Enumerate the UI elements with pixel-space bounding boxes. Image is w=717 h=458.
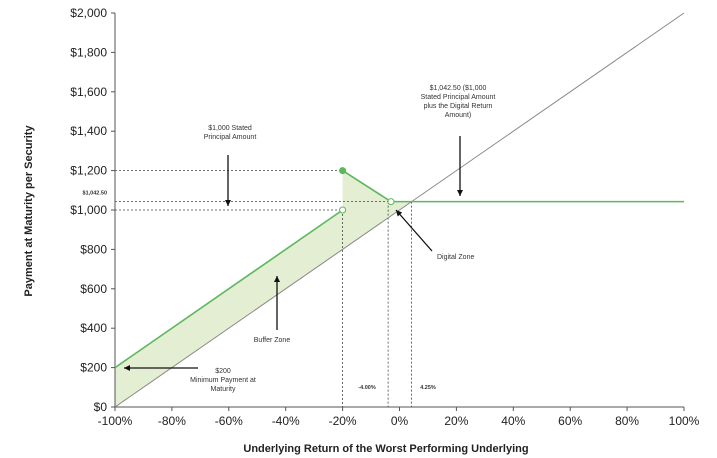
closed-point-marker	[339, 167, 347, 175]
minimum-payment-text: Minimum Payment at	[190, 377, 256, 384]
digital-amount-text: Amount)	[445, 112, 471, 119]
y-axis-title: Payment at Maturity per Security	[23, 125, 35, 297]
minimum-payment-text: Maturity	[211, 386, 236, 393]
guides-layer	[115, 170, 412, 407]
series-line-3	[342, 169, 684, 203]
series-line-1	[114, 12, 685, 408]
x-axis-title: Underlying Return of the Worst Performin…	[243, 443, 528, 455]
digital-zone-area	[342, 170, 412, 250]
y-tick-label: $1,600	[70, 85, 107, 99]
x-tick-label: 20%	[444, 414, 468, 428]
x-tick-label: -40%	[272, 414, 300, 428]
x-tick-label: 60%	[558, 414, 582, 428]
zones-layer	[115, 170, 412, 407]
y-tick-label: $1,200	[70, 164, 107, 178]
digital-amount-text: Stated Principal Amount	[421, 94, 496, 101]
minimum-payment-text: $200	[215, 368, 231, 375]
x-tick-label: 0%	[391, 414, 409, 428]
digital-amount-text: $1,042.50 ($1,000	[430, 85, 487, 92]
x-tick-label: -100%	[98, 414, 133, 428]
pos-threshold-label: 4.25%	[420, 385, 436, 391]
buffer-zone-area	[115, 210, 343, 407]
y-tick-label: $1,400	[70, 124, 107, 138]
digital-zone-arrow-head	[396, 210, 403, 217]
y-tick-label: $200	[80, 361, 107, 375]
open-point-marker	[339, 206, 347, 214]
x-tick-label: 100%	[669, 414, 700, 428]
neg-threshold-label: -4.00%	[358, 385, 376, 391]
buffer-zone-text: Buffer Zone	[254, 337, 291, 344]
y-tick-label: $800	[80, 242, 107, 256]
y-tick-label: $2,000	[70, 6, 107, 20]
series-layer	[114, 12, 685, 408]
digital-zone-arrow-shaft	[395, 209, 433, 252]
x-tick-label: 40%	[501, 414, 525, 428]
digital-level-axis-label: $1,042.50	[83, 191, 107, 197]
y-tick-label: $600	[80, 282, 107, 296]
stated-principal-text: $1,000 Stated	[208, 125, 252, 132]
y-tick-label: $0	[94, 400, 108, 414]
y-tick-label: $1,000	[70, 203, 107, 217]
y-tick-label: $400	[80, 321, 107, 335]
stated-principal-text: Principal Amount	[204, 134, 257, 141]
minimum-payment-arrow-head	[124, 365, 130, 371]
x-tick-label: -60%	[215, 414, 243, 428]
digital-open-marker	[387, 198, 395, 206]
digital-zone-text: Digital Zone	[437, 254, 474, 261]
x-tick-label: 80%	[615, 414, 639, 428]
stated-principal-arrow-head	[225, 200, 231, 206]
annotations-layer: $1,000 Stated Principal Amount $1,042.50 (…	[83, 85, 496, 393]
ticks-layer: -100% -80% -60% -40% -20% 0% 20% 40% 60% 80% 100% $…	[70, 6, 699, 428]
y-tick-label: $1,800	[70, 45, 107, 59]
series-line-2	[114, 209, 344, 369]
x-tick-label: -20%	[329, 414, 357, 428]
digital-amount-arrow-head	[457, 190, 463, 196]
digital-amount-text: plus the Digital Return	[424, 103, 493, 110]
buffer-zone-arrow-head	[274, 276, 280, 282]
x-tick-label: -80%	[158, 414, 186, 428]
